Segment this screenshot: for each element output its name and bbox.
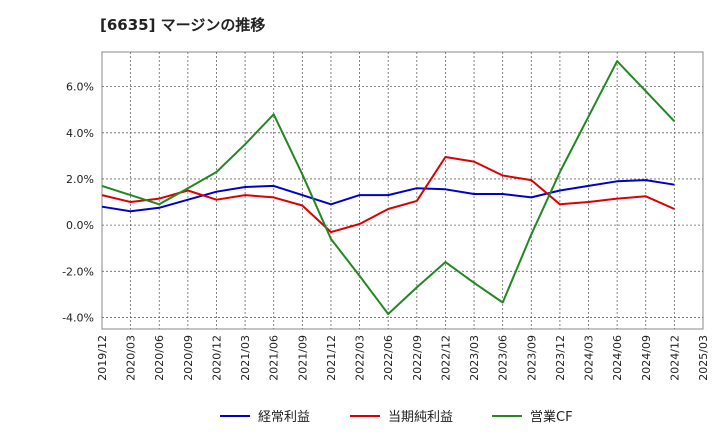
x-tick-label: 2024/12 <box>668 335 681 381</box>
x-tick-label: 2020/12 <box>210 335 223 381</box>
y-tick-label: 6.0% <box>66 81 94 94</box>
x-tick-label: 2021/03 <box>239 335 252 381</box>
legend-label: 営業CF <box>530 409 573 425</box>
legend-label: 当期純利益 <box>388 410 453 425</box>
y-tick-label: 0.0% <box>66 219 94 232</box>
series-line-経常利益 <box>101 179 675 213</box>
x-tick-label: 2025/03 <box>697 335 710 381</box>
series-line-営業CF <box>101 60 676 315</box>
x-tick-label: 2021/06 <box>268 335 281 381</box>
x-tick-label: 2024/03 <box>583 335 596 381</box>
x-tick-label: 2019/12 <box>96 335 109 381</box>
horizontal-gridlines <box>102 86 703 318</box>
x-tick-label: 2020/09 <box>182 335 195 381</box>
series-line-当期純利益 <box>101 156 675 234</box>
x-tick-label: 2022/09 <box>411 335 424 381</box>
series-lines <box>101 60 676 315</box>
legend: 経常利益 当期純利益 営業CF <box>220 409 573 425</box>
legend-label: 経常利益 <box>258 410 310 425</box>
x-tick-label: 2021/12 <box>325 335 338 381</box>
x-tick-label: 2021/09 <box>296 335 309 381</box>
y-tick-label: 4.0% <box>66 127 94 140</box>
chart-title: [6635] マージンの推移 <box>100 16 266 34</box>
y-tick-label: 2.0% <box>66 173 94 186</box>
y-tick-label: -2.0% <box>62 265 94 278</box>
x-tick-label: 2023/06 <box>497 335 510 381</box>
x-tick-label: 2024/06 <box>611 335 624 381</box>
y-axis-tick-labels: 6.0% 4.0% 2.0% 0.0% -2.0% -4.0% <box>62 81 94 325</box>
x-axis-tick-labels: 2019/12 2020/03 2020/06 2020/09 2020/12 2021/… <box>96 335 710 381</box>
x-tick-label: 2022/06 <box>382 335 395 381</box>
x-tick-label: 2022/12 <box>439 335 452 381</box>
x-tick-label: 2023/09 <box>525 335 538 381</box>
x-tick-label: 2020/03 <box>125 335 138 381</box>
x-tick-label: 2024/09 <box>640 335 653 381</box>
x-tick-label: 2023/03 <box>468 335 481 381</box>
x-tick-label: 2022/03 <box>354 335 367 381</box>
y-tick-label: -4.0% <box>62 311 94 324</box>
x-tick-label: 2020/06 <box>153 335 166 381</box>
plot-area <box>101 51 704 330</box>
x-tick-label: 2023/12 <box>554 335 567 381</box>
